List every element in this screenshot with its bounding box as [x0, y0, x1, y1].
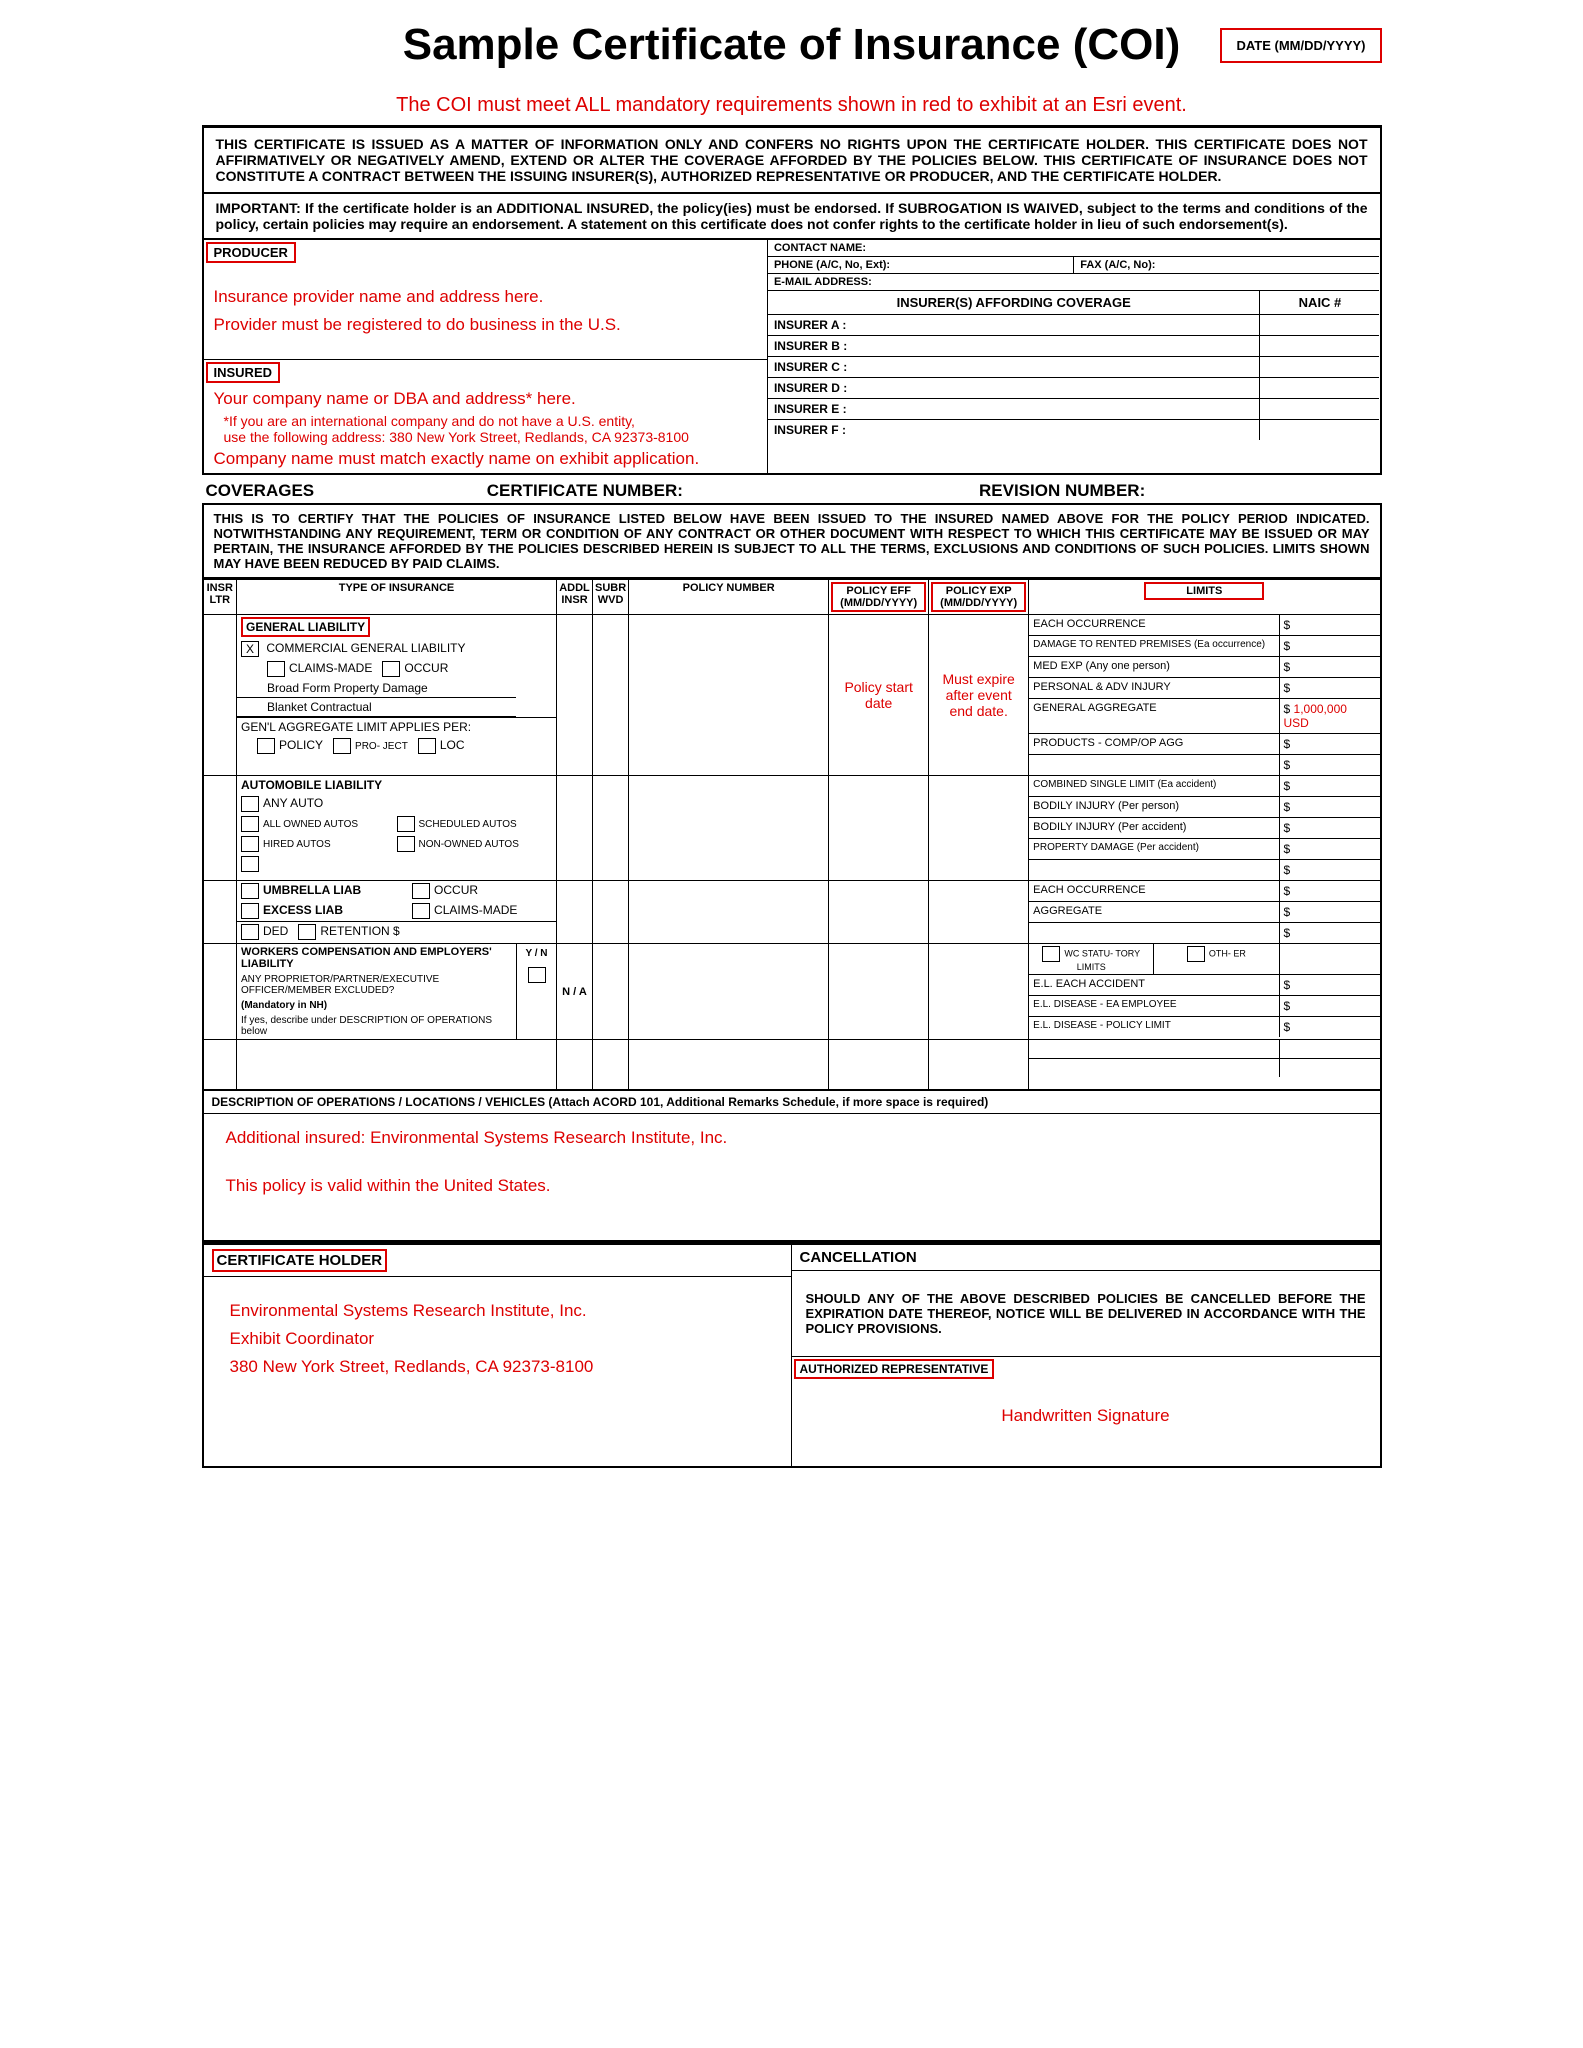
auto-nonowned-checkbox[interactable] — [397, 836, 415, 852]
revision-number-label: REVISION NUMBER: — [979, 481, 1377, 501]
insured-line1: Your company name or DBA and address* he… — [204, 385, 767, 413]
th-type: TYPE OF INSURANCE — [237, 580, 557, 615]
gl-blanket: Blanket Contractual — [237, 698, 516, 717]
insured-label: INSURED — [206, 362, 281, 383]
insurer-b: INSURER B : — [768, 336, 1260, 356]
gl-project-checkbox[interactable] — [333, 738, 351, 754]
insurers-header: INSURER(S) AFFORDING COVERAGE — [768, 291, 1260, 314]
signature: Handwritten Signature — [792, 1381, 1380, 1466]
gl-loc-checkbox[interactable] — [418, 738, 436, 754]
desc-line1: Additional insured: Environmental System… — [216, 1124, 1368, 1152]
coverage-note: THIS IS TO CERTIFY THAT THE POLICIES OF … — [202, 503, 1382, 579]
disclaimer: THIS CERTIFICATE IS ISSUED AS A MATTER O… — [202, 125, 1382, 194]
insurer-e: INSURER E : — [768, 399, 1260, 419]
contact-phone: PHONE (A/C, No, Ext): — [768, 257, 1074, 273]
th-polnum: POLICY NUMBER — [629, 580, 829, 615]
subtitle: The COI must meet ALL mandatory requirem… — [202, 94, 1382, 117]
auto-any-checkbox[interactable] — [241, 796, 259, 812]
important-note: IMPORTANT: If the certificate holder is … — [202, 194, 1382, 240]
producer-label: PRODUCER — [206, 242, 296, 263]
gl-claims-checkbox[interactable] — [267, 661, 285, 677]
naic-header: NAIC # — [1259, 291, 1379, 314]
producer-line1: Insurance provider name and address here… — [204, 283, 767, 311]
auto-header: AUTOMOBILE LIABILITY — [237, 776, 556, 794]
producer-line2: Provider must be registered to do busine… — [204, 311, 767, 339]
insured-note2: use the following address: 380 New York … — [204, 429, 767, 445]
cert-holder-label: CERTIFICATE HOLDER — [212, 1249, 388, 1272]
desc-line2: This policy is valid within the United S… — [216, 1172, 1368, 1200]
policy-start-note: Policy start date — [829, 615, 929, 776]
th-insr-ltr: INSR LTR — [203, 580, 237, 615]
insured-note1: *If you are an international company and… — [204, 413, 767, 429]
th-polexp: POLICY EXP (MM/DD/YYYY) — [929, 580, 1029, 615]
insured-line2: Company name must match exactly name on … — [204, 445, 767, 473]
auto-hired-checkbox[interactable] — [241, 836, 259, 852]
th-limits: LIMITS — [1029, 580, 1381, 615]
gl-commercial: COMMERCIAL GENERAL LIABILITY — [266, 641, 465, 655]
gl-agg-hdr: GEN'L AGGREGATE LIMIT APPLIES PER: — [237, 717, 556, 736]
insurer-a: INSURER A : — [768, 315, 1260, 335]
insurer-d: INSURER D : — [768, 378, 1260, 398]
gl-policy-checkbox[interactable] — [257, 738, 275, 754]
insurer-c: INSURER C : — [768, 357, 1260, 377]
gl-occur-checkbox[interactable] — [382, 661, 400, 677]
insurer-f: INSURER F : — [768, 420, 1260, 440]
th-subr: SUBRWVD — [593, 580, 629, 615]
auth-rep-label: AUTHORIZED REPRESENTATIVE — [794, 1359, 995, 1379]
auto-allowned-checkbox[interactable] — [241, 816, 259, 832]
gl-broad: Broad Form Property Damage — [237, 679, 516, 698]
gl-header: GENERAL LIABILITY — [241, 617, 370, 637]
coverages-label: COVERAGES — [206, 481, 487, 501]
holder-line3: 380 New York Street, Redlands, CA 92373-… — [220, 1353, 775, 1381]
date-box: DATE (MM/DD/YYYY) — [1220, 28, 1381, 63]
contact-name: CONTACT NAME: — [768, 240, 1380, 257]
gl-x-checkbox[interactable]: X — [241, 641, 259, 657]
contact-email: E-MAIL ADDRESS: — [768, 274, 1380, 291]
page-title: Sample Certificate of Insurance (COI) — [202, 20, 1382, 70]
th-addl: ADDLINSR — [557, 580, 593, 615]
cancellation-text: SHOULD ANY OF THE ABOVE DESCRIBED POLICI… — [792, 1271, 1380, 1356]
policy-exp-note: Must expire after event end date. — [929, 615, 1029, 776]
auto-scheduled-checkbox[interactable] — [397, 816, 415, 832]
holder-line1: Environmental Systems Research Institute… — [220, 1297, 775, 1325]
coverage-table: INSR LTR TYPE OF INSURANCE ADDLINSR SUBR… — [202, 579, 1382, 1091]
desc-header: DESCRIPTION OF OPERATIONS / LOCATIONS / … — [204, 1091, 1380, 1114]
wc-header: WORKERS COMPENSATION AND EMPLOYERS' LIAB… — [237, 944, 516, 972]
gen-agg-amount: $ 1,000,000 USD — [1280, 699, 1380, 733]
cert-number-label: CERTIFICATE NUMBER: — [487, 481, 979, 501]
th-poleff: POLICY EFF (MM/DD/YYYY) — [829, 580, 929, 615]
contact-fax: FAX (A/C, No): — [1074, 257, 1379, 273]
holder-line2: Exhibit Coordinator — [220, 1325, 775, 1353]
cancellation-label: CANCELLATION — [792, 1245, 1380, 1271]
